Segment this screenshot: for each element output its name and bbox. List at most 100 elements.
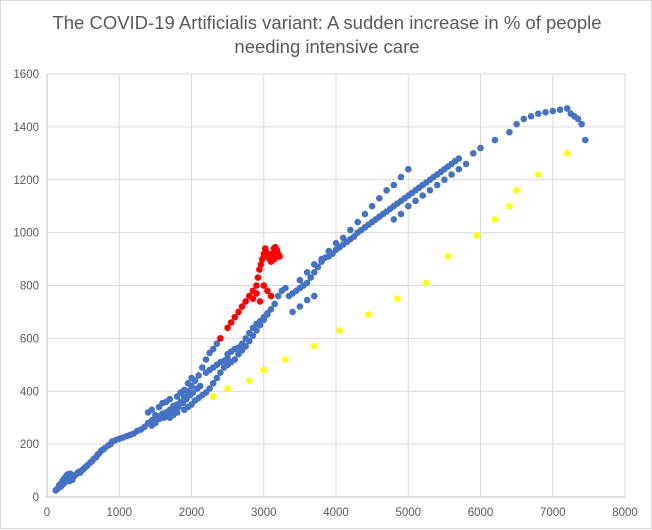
data-point-series-1: [311, 292, 318, 300]
data-point-series-1: [574, 115, 582, 123]
data-point-series-1: [383, 187, 390, 194]
data-point-series-1: [318, 255, 325, 263]
data-point-series-1: [303, 296, 311, 304]
data-point-series-1: [217, 369, 224, 377]
x-tick-label: 4000: [323, 507, 349, 519]
data-point-series-1: [238, 340, 246, 348]
data-point-series-3: [423, 279, 430, 287]
y-tick-label: 800: [20, 281, 39, 293]
data-point-series-1: [209, 380, 217, 387]
data-point-series-1: [224, 354, 231, 362]
data-point-series-1: [470, 150, 477, 157]
data-point-series-1: [397, 210, 405, 218]
data-point-series-1: [441, 176, 448, 184]
data-point-series-1: [491, 136, 499, 144]
data-point-series-2: [253, 282, 260, 289]
data-point-series-1: [188, 374, 195, 382]
data-point-series-1: [307, 274, 315, 281]
data-point-series-3: [224, 385, 231, 392]
data-point-series-1: [175, 403, 182, 411]
data-point-series-1: [390, 216, 398, 223]
data-point-series-1: [368, 202, 376, 210]
data-point-series-1: [520, 115, 528, 123]
data-point-series-2: [269, 250, 276, 258]
data-point-series-1: [506, 128, 513, 136]
data-point-series-2: [264, 287, 271, 295]
data-point-series-1: [296, 303, 304, 310]
y-tick-label: 0: [33, 492, 39, 504]
data-point-series-2: [271, 255, 278, 263]
data-point-series-1: [332, 239, 340, 247]
data-point-series-2: [259, 255, 266, 263]
data-point-series-2: [256, 298, 264, 305]
x-tick-label: 1000: [106, 507, 132, 519]
data-point-series-3: [336, 327, 343, 334]
data-point-series-1: [303, 269, 311, 276]
data-point-series-3: [209, 393, 217, 400]
data-point-series-1: [563, 105, 571, 112]
data-point-series-1: [202, 356, 210, 363]
data-point-series-1: [196, 382, 204, 390]
data-point-series-1: [376, 195, 383, 202]
x-tick-label: 8000: [612, 507, 638, 519]
y-tick-label: 400: [20, 386, 39, 398]
data-point-series-1: [426, 187, 434, 194]
chart-title-line-1: The COVID-19 Artificialis variant: A sud…: [52, 12, 602, 33]
data-point-series-1: [339, 234, 347, 242]
data-point-series-2: [249, 295, 257, 303]
x-tick-label: 2000: [179, 507, 205, 519]
data-point-series-2: [227, 319, 235, 326]
data-point-series-1: [542, 109, 549, 116]
data-point-series-3: [513, 187, 520, 194]
data-point-series-3: [246, 377, 253, 385]
data-point-series-1: [274, 292, 282, 300]
data-point-series-3: [260, 366, 268, 374]
data-point-series-2: [254, 274, 262, 281]
data-point-series-3: [506, 202, 513, 210]
data-point-series-1: [448, 171, 455, 178]
data-point-series-1: [282, 284, 289, 292]
x-tick-label: 5000: [395, 507, 421, 519]
data-point-series-2: [231, 313, 239, 321]
data-point-series-1: [311, 261, 318, 268]
data-point-series-3: [535, 171, 542, 178]
data-point-series-1: [246, 329, 253, 337]
data-point-series-1: [173, 409, 181, 416]
data-point-series-1: [556, 106, 564, 113]
x-tick-label: 3000: [251, 507, 277, 519]
data-point-series-1: [325, 247, 333, 255]
data-point-series-3: [365, 311, 372, 318]
x-tick-label: 6000: [468, 507, 494, 519]
data-point-series-1: [549, 107, 557, 115]
data-point-series-1: [419, 192, 427, 199]
data-point-series-1: [347, 226, 354, 234]
data-point-series-1: [455, 165, 463, 173]
data-point-series-1: [455, 155, 463, 162]
data-point-series-1: [166, 395, 174, 403]
data-point-series-1: [189, 389, 197, 396]
data-point-series-1: [231, 356, 239, 363]
data-point-series-1: [433, 181, 441, 189]
data-point-series-1: [405, 165, 412, 173]
chart-title-line-2: needing intensive care: [234, 36, 420, 57]
chart-title: The COVID-19 Artificialis variant: A sud…: [1, 11, 652, 59]
data-point-series-1: [527, 113, 535, 120]
data-point-series-1: [199, 364, 206, 371]
data-point-series-1: [264, 310, 271, 317]
data-point-series-2: [242, 298, 249, 305]
data-point-series-2: [217, 335, 224, 342]
y-tick-label: 1200: [13, 175, 39, 187]
data-point-series-3: [444, 253, 452, 260]
data-point-series-1: [513, 120, 520, 128]
data-point-series-3: [311, 343, 318, 350]
data-point-series-1: [390, 181, 398, 189]
data-point-series-1: [271, 300, 278, 308]
data-point-series-1: [397, 173, 405, 181]
y-tick-label: 1000: [13, 228, 39, 240]
data-point-series-1: [303, 279, 311, 287]
data-point-series-2: [256, 266, 263, 273]
data-point-series-1: [209, 345, 217, 353]
data-point-series-3: [473, 232, 481, 239]
data-point-series-2: [276, 253, 283, 260]
